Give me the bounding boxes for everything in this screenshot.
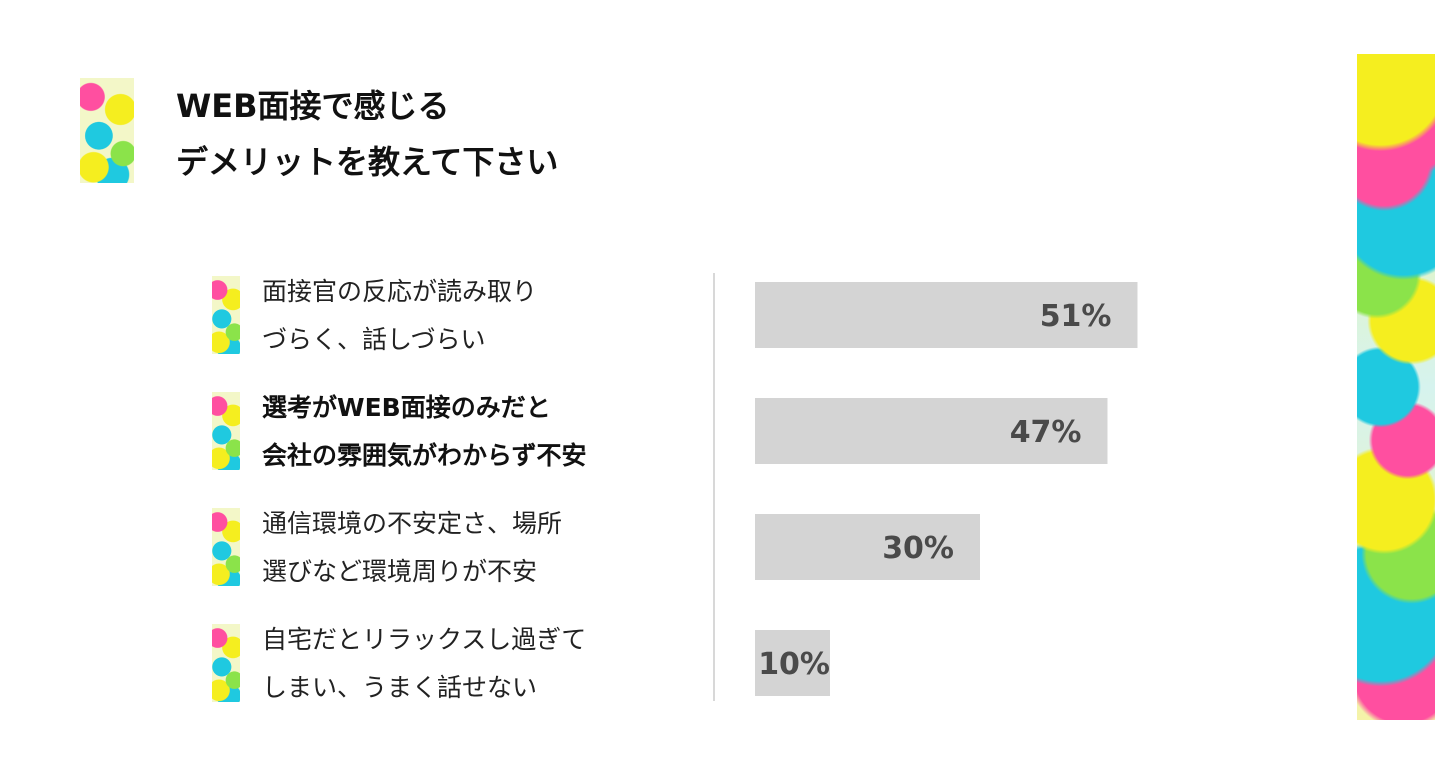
bar-4-value-label: 10% <box>758 647 830 682</box>
chart-title-line-1: WEB面接で感じる <box>176 87 450 125</box>
category-label-1-line-1: 面接官の反応が読み取り <box>262 277 538 306</box>
category-label-3: 通信環境の不安定さ、場所 選びなど環境周りが不安 <box>262 500 702 596</box>
right-splash-strip <box>1357 54 1435 720</box>
bar-3-value-label: 30% <box>882 531 954 566</box>
category-label-1-line-2: づらく、話しづらい <box>262 325 486 354</box>
chart-title: WEB面接で感じる デメリットを教えて下さい <box>176 78 558 190</box>
category-label-2-line-1: 選考がWEB面接のみだと <box>262 393 551 422</box>
bar-1 <box>755 282 1138 348</box>
category-label-3-line-1: 通信環境の不安定さ、場所 <box>262 509 563 538</box>
category-label-4-line-2: しまい、うまく話せない <box>262 673 538 702</box>
category-label-2: 選考がWEB面接のみだと 会社の雰囲気がわからず不安 <box>262 384 702 480</box>
item-3-splash-decoration <box>212 508 240 586</box>
category-label-1: 面接官の反応が読み取り づらく、話しづらい <box>262 268 702 364</box>
category-label-2-line-2: 会社の雰囲気がわからず不安 <box>262 441 587 470</box>
category-label-3-line-2: 選びなど環境周りが不安 <box>262 557 538 586</box>
title-splash-decoration <box>80 78 134 183</box>
bar-4 <box>755 630 830 696</box>
item-4-splash-decoration <box>212 624 240 702</box>
bar-1-value-label: 51% <box>1040 299 1112 334</box>
item-1-splash-decoration <box>212 276 240 354</box>
item-2-splash-decoration <box>212 392 240 470</box>
bar-3 <box>755 514 980 580</box>
chart-title-line-2: デメリットを教えて下さい <box>176 143 559 181</box>
bar-2 <box>755 398 1108 464</box>
category-label-4: 自宅だとリラックスし過ぎて しまい、うまく話せない <box>262 616 702 712</box>
category-label-4-line-1: 自宅だとリラックスし過ぎて <box>262 625 587 654</box>
axis-divider <box>713 273 715 701</box>
bar-2-value-label: 47% <box>1010 415 1082 450</box>
